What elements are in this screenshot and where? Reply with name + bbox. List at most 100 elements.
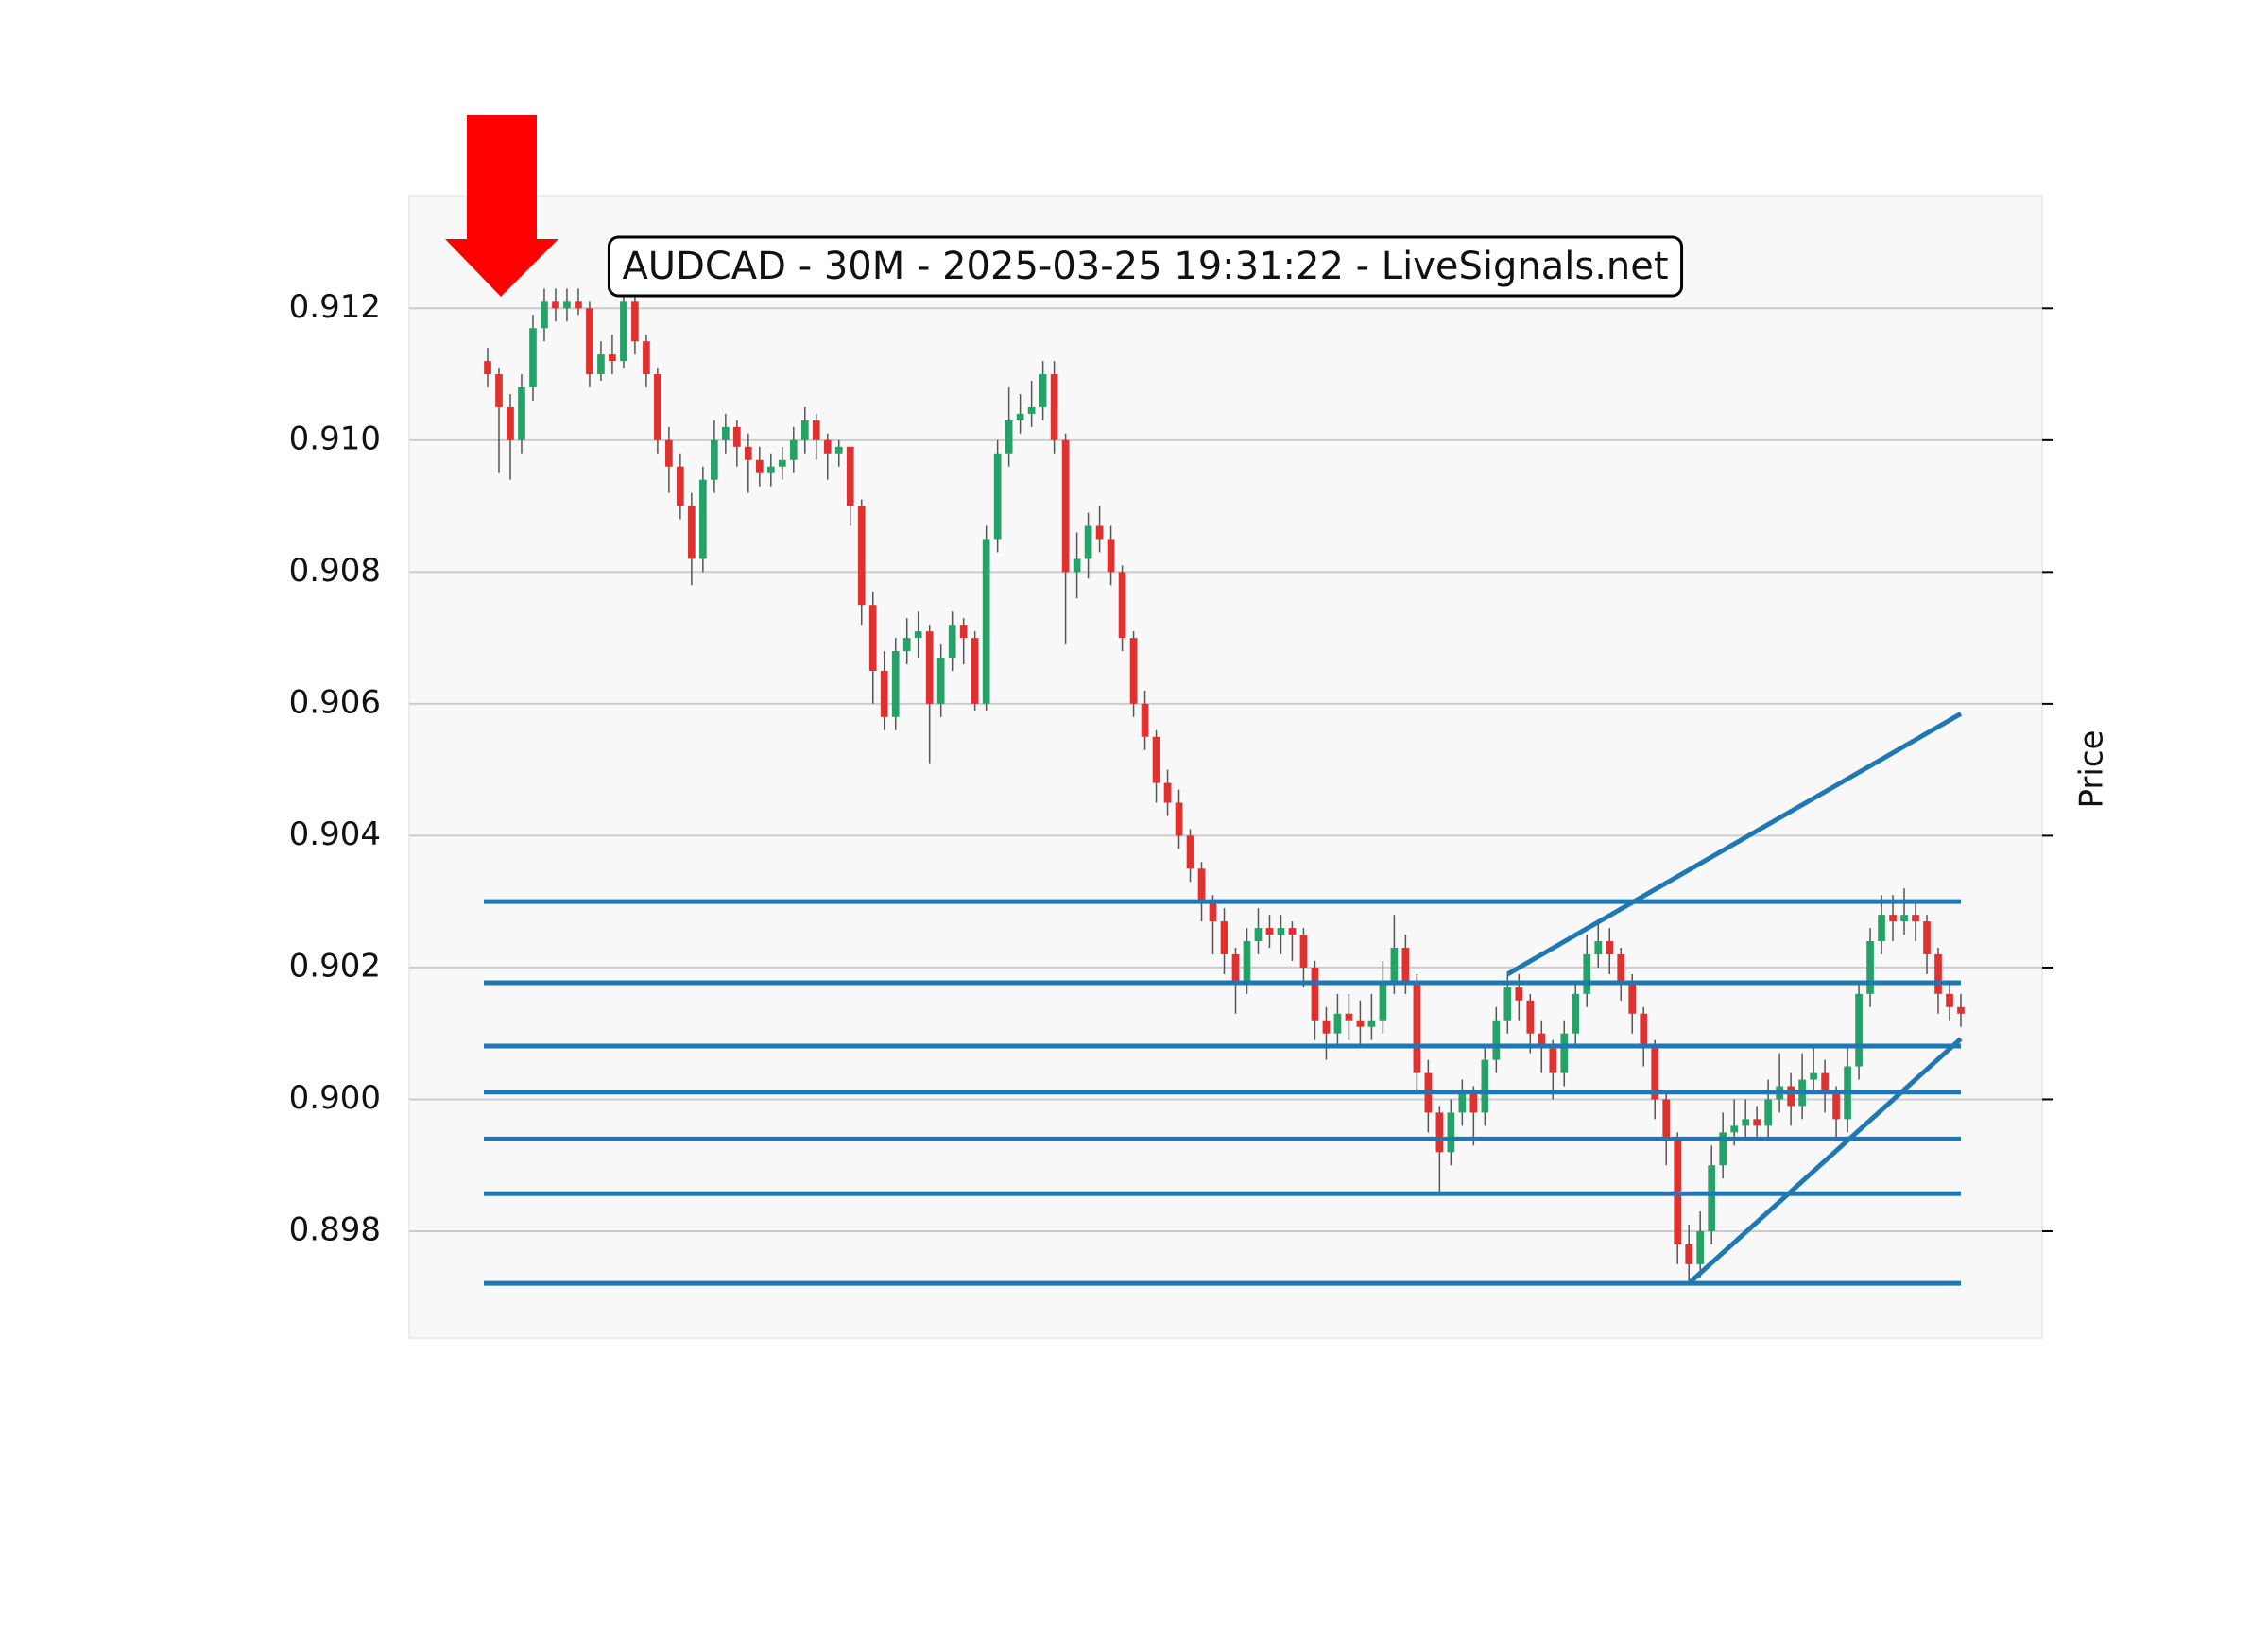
y-tick-label: 0.912 [289,288,381,326]
candle-body [1333,1013,1342,1034]
candle-body [755,459,764,473]
candle-body [868,605,877,671]
candle-body [1855,993,1863,1067]
candle-body [1492,1020,1501,1060]
candle-body [1243,941,1251,981]
candle-body [541,301,548,329]
candle-body [609,354,616,362]
candle-body [1197,868,1206,902]
candle-body [1447,1112,1455,1153]
candle-body [1265,928,1274,935]
trend-line [1506,712,1963,977]
candle-body [631,301,639,342]
candle-body [1606,941,1614,954]
candle-body [846,446,854,506]
candle-body [1560,1033,1569,1073]
candle-body [857,506,866,606]
candle-body [1322,1020,1331,1034]
candle-body [586,308,593,375]
candle-body [677,466,684,506]
y-tick-label: 0.906 [289,683,381,721]
candle-body [529,328,537,388]
candle-body [484,361,491,375]
candle-body [1753,1119,1761,1126]
candle-body [1231,953,1240,981]
candle-body [1810,1072,1817,1080]
candle-body [1742,1119,1749,1126]
candle-body [1458,1092,1467,1113]
candle-body [1469,1092,1478,1113]
candle-body [620,301,627,362]
candle-body [1016,413,1024,420]
candle-body [507,406,514,440]
candle-body [1662,1099,1671,1140]
candle-body [1900,915,1908,922]
candle-body [823,439,832,454]
candle-body [1345,1013,1353,1021]
chart-title: AUDCAD - 30M - 2025-03-25 19:31:22 - Liv… [622,245,1668,288]
candle-body [834,446,843,454]
y-tick-label: 0.902 [289,947,381,985]
y-tick-label: 0.900 [289,1079,381,1117]
candle-body [778,459,786,467]
candle-body [1152,736,1160,783]
candle-body [518,387,525,440]
candle-body [722,426,730,440]
candle-body [1923,921,1931,954]
candle-body [575,301,582,309]
candle-body [665,439,673,467]
candle-body [1390,948,1399,981]
candle-body [1832,1092,1840,1120]
candle-body [766,466,775,473]
candle-body [1050,374,1058,440]
candle-body [1435,1112,1444,1153]
candle-body [1572,993,1580,1034]
candle-body [1277,928,1285,935]
candle-body [1220,921,1228,954]
candle-body [1866,941,1874,994]
candle-body [1583,953,1591,994]
candle-body [914,631,922,639]
candle-body [1526,1000,1535,1034]
candle-body [925,631,934,704]
candle-body [1005,420,1013,454]
candle-body [1107,539,1115,573]
candle-body [654,374,662,440]
candle-body [495,374,503,407]
candle-body [1503,987,1512,1021]
candle-body [1209,901,1217,922]
plot-area [408,195,2043,1339]
candle-body [880,670,888,717]
candle-body [1413,980,1421,1073]
candle-body [1934,953,1942,994]
candle-body [597,354,605,375]
candle-body [1730,1125,1738,1133]
y-tick-label: 0.904 [289,815,381,853]
candle-body [1821,1072,1829,1093]
candle-body [1379,980,1387,1021]
candle-body [1549,1046,1557,1073]
candle-body [971,638,979,704]
sell-arrow [445,115,558,297]
candle-body [1640,1013,1648,1047]
candle-body [1764,1099,1772,1126]
candle-body [789,439,798,460]
candle-body [563,301,571,309]
candle-body [1685,1244,1693,1264]
candle-body [1254,928,1263,942]
candle-body [1708,1165,1716,1231]
candle-body [1787,1086,1795,1107]
candle-body [1628,980,1637,1014]
y-tick-label: 0.908 [289,552,381,590]
candle-body [1719,1132,1727,1166]
candle-body [1401,948,1410,981]
candle-body [1889,915,1897,922]
candle-body [1061,439,1070,573]
candle-body [1651,1046,1659,1100]
candle-body [1481,1059,1489,1113]
candle-body [1073,558,1081,573]
candle-body [891,651,900,717]
y-axis-label: Price [2073,730,2111,809]
candle-body [1878,915,1885,942]
